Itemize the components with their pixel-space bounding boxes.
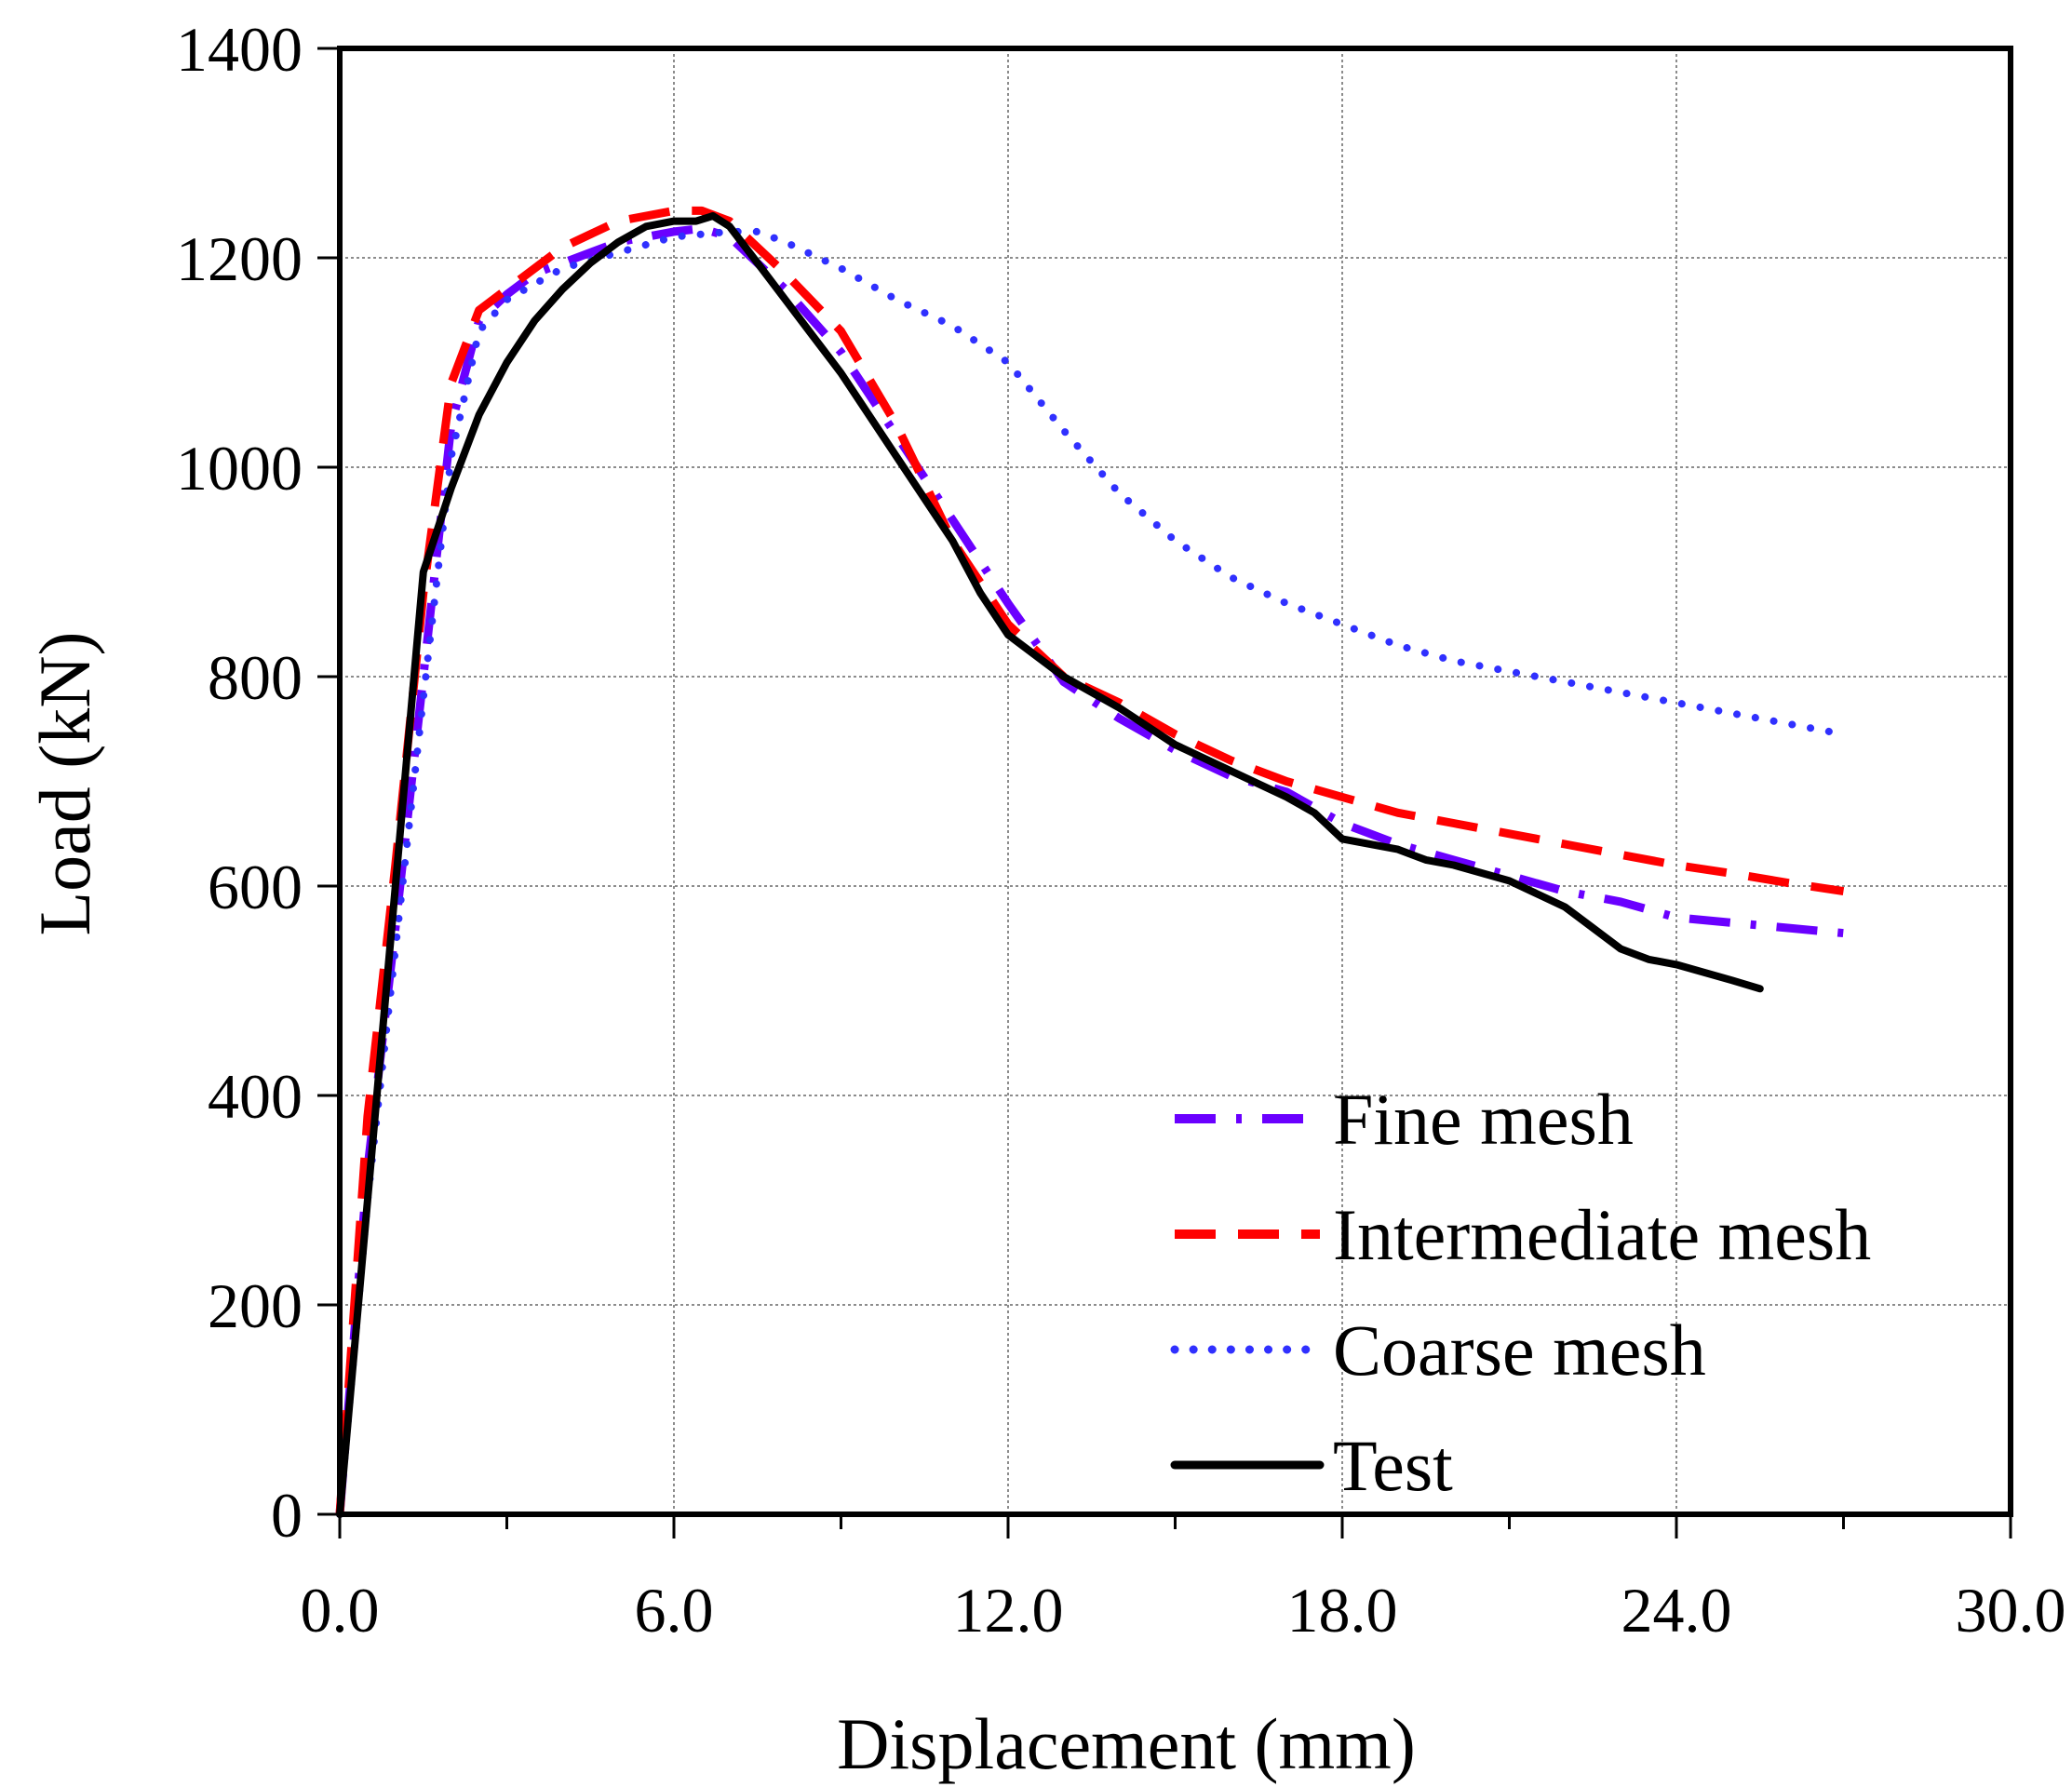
y-tick-label-1200: 1200 bbox=[176, 223, 303, 294]
x-tick-label-18: 18.0 bbox=[1287, 1575, 1398, 1646]
y-tick-label-0: 0 bbox=[271, 1480, 303, 1551]
plot-area-frame bbox=[337, 46, 2013, 1517]
y-tick-labels: 0 200 400 600 800 1000 1200 1400 bbox=[176, 14, 303, 1551]
x-tick-label-6: 6.0 bbox=[635, 1575, 714, 1646]
series-line-coarse-mesh bbox=[336, 227, 1848, 1518]
y-tick-label-1000: 1000 bbox=[176, 433, 303, 504]
axis-ticks bbox=[317, 47, 2012, 1538]
legend-label-fine-mesh: Fine mesh bbox=[1333, 1079, 1634, 1160]
series-lines bbox=[335, 206, 1848, 1518]
legend-label-test: Test bbox=[1333, 1425, 1453, 1506]
x-tick-labels: 0.0 6.0 12.0 18.0 24.0 30.0 bbox=[301, 1575, 2066, 1646]
y-axis-title: Load (kN) bbox=[24, 631, 105, 935]
legend-label-intermediate-mesh: Intermediate mesh bbox=[1333, 1194, 1871, 1275]
y-tick-label-1400: 1400 bbox=[176, 14, 303, 85]
series-line-intermediate-mesh bbox=[335, 206, 1845, 1515]
series-line-test bbox=[336, 212, 1764, 1518]
x-tick-label-30: 30.0 bbox=[1956, 1575, 2066, 1646]
x-tick-label-12: 12.0 bbox=[953, 1575, 1064, 1646]
y-tick-label-400: 400 bbox=[208, 1061, 303, 1132]
grid bbox=[340, 48, 2011, 1514]
x-tick-label-0: 0.0 bbox=[301, 1575, 380, 1646]
y-tick-label-800: 800 bbox=[208, 642, 303, 713]
legend-label-coarse-mesh: Coarse mesh bbox=[1333, 1310, 1706, 1391]
series-line-fine-mesh bbox=[335, 224, 1844, 1515]
x-axis-title: Displacement (mm) bbox=[837, 1703, 1416, 1784]
legend: Fine mesh Intermediate mesh Coarse mesh Tes… bbox=[1170, 1079, 1871, 1506]
y-tick-label-600: 600 bbox=[208, 852, 303, 922]
y-tick-label-200: 200 bbox=[208, 1270, 303, 1341]
x-tick-label-24: 24.0 bbox=[1621, 1575, 1732, 1646]
